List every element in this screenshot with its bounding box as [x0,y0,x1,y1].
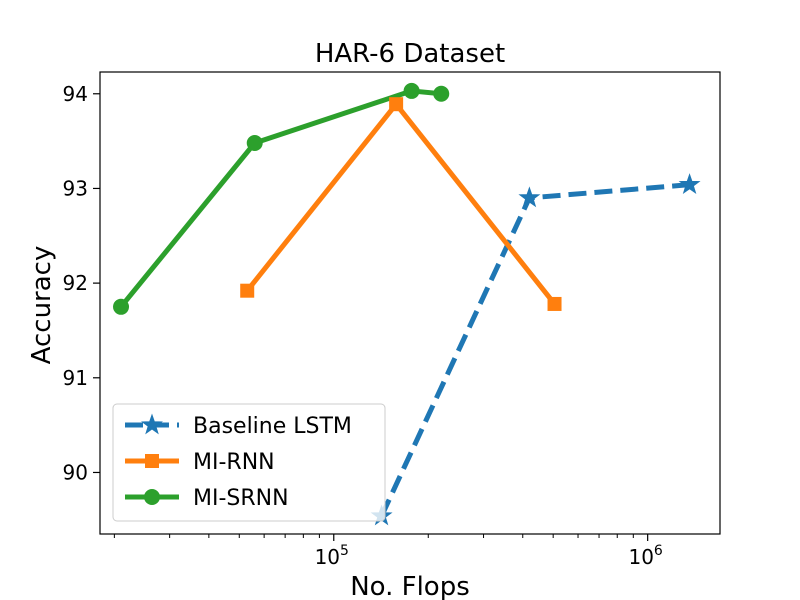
y-tick-label: 93 [63,176,88,200]
x-axis-label: No. Flops [350,572,470,600]
legend-marker [141,413,163,435]
y-tick-label: 92 [63,271,88,295]
data-point [389,97,404,112]
data-point [113,298,130,315]
legend-marker [144,489,160,505]
data-point [240,283,255,298]
series-line [119,88,442,309]
legend-marker [145,454,159,468]
axes-frame [99,71,721,535]
data-point [518,186,541,208]
data-point [678,173,701,194]
legend-label: MI-SRNN [193,486,289,511]
y-tick-label: 94 [63,82,88,106]
legend-label: MI-RNN [193,450,275,475]
legend: Baseline LSTM MI-RNN MI-SRNN [112,403,386,522]
legend-box [112,403,386,522]
data-point [403,82,420,99]
data-point [246,135,263,152]
y-tick-label: 90 [63,460,88,484]
legend-label: Baseline LSTM [193,414,352,439]
data-point [547,296,562,311]
chart-title: HAR-6 Dataset [315,39,505,69]
data-point [433,85,450,102]
y-axis-label: Accuracy [27,246,57,365]
y-tick-label: 91 [63,366,88,390]
